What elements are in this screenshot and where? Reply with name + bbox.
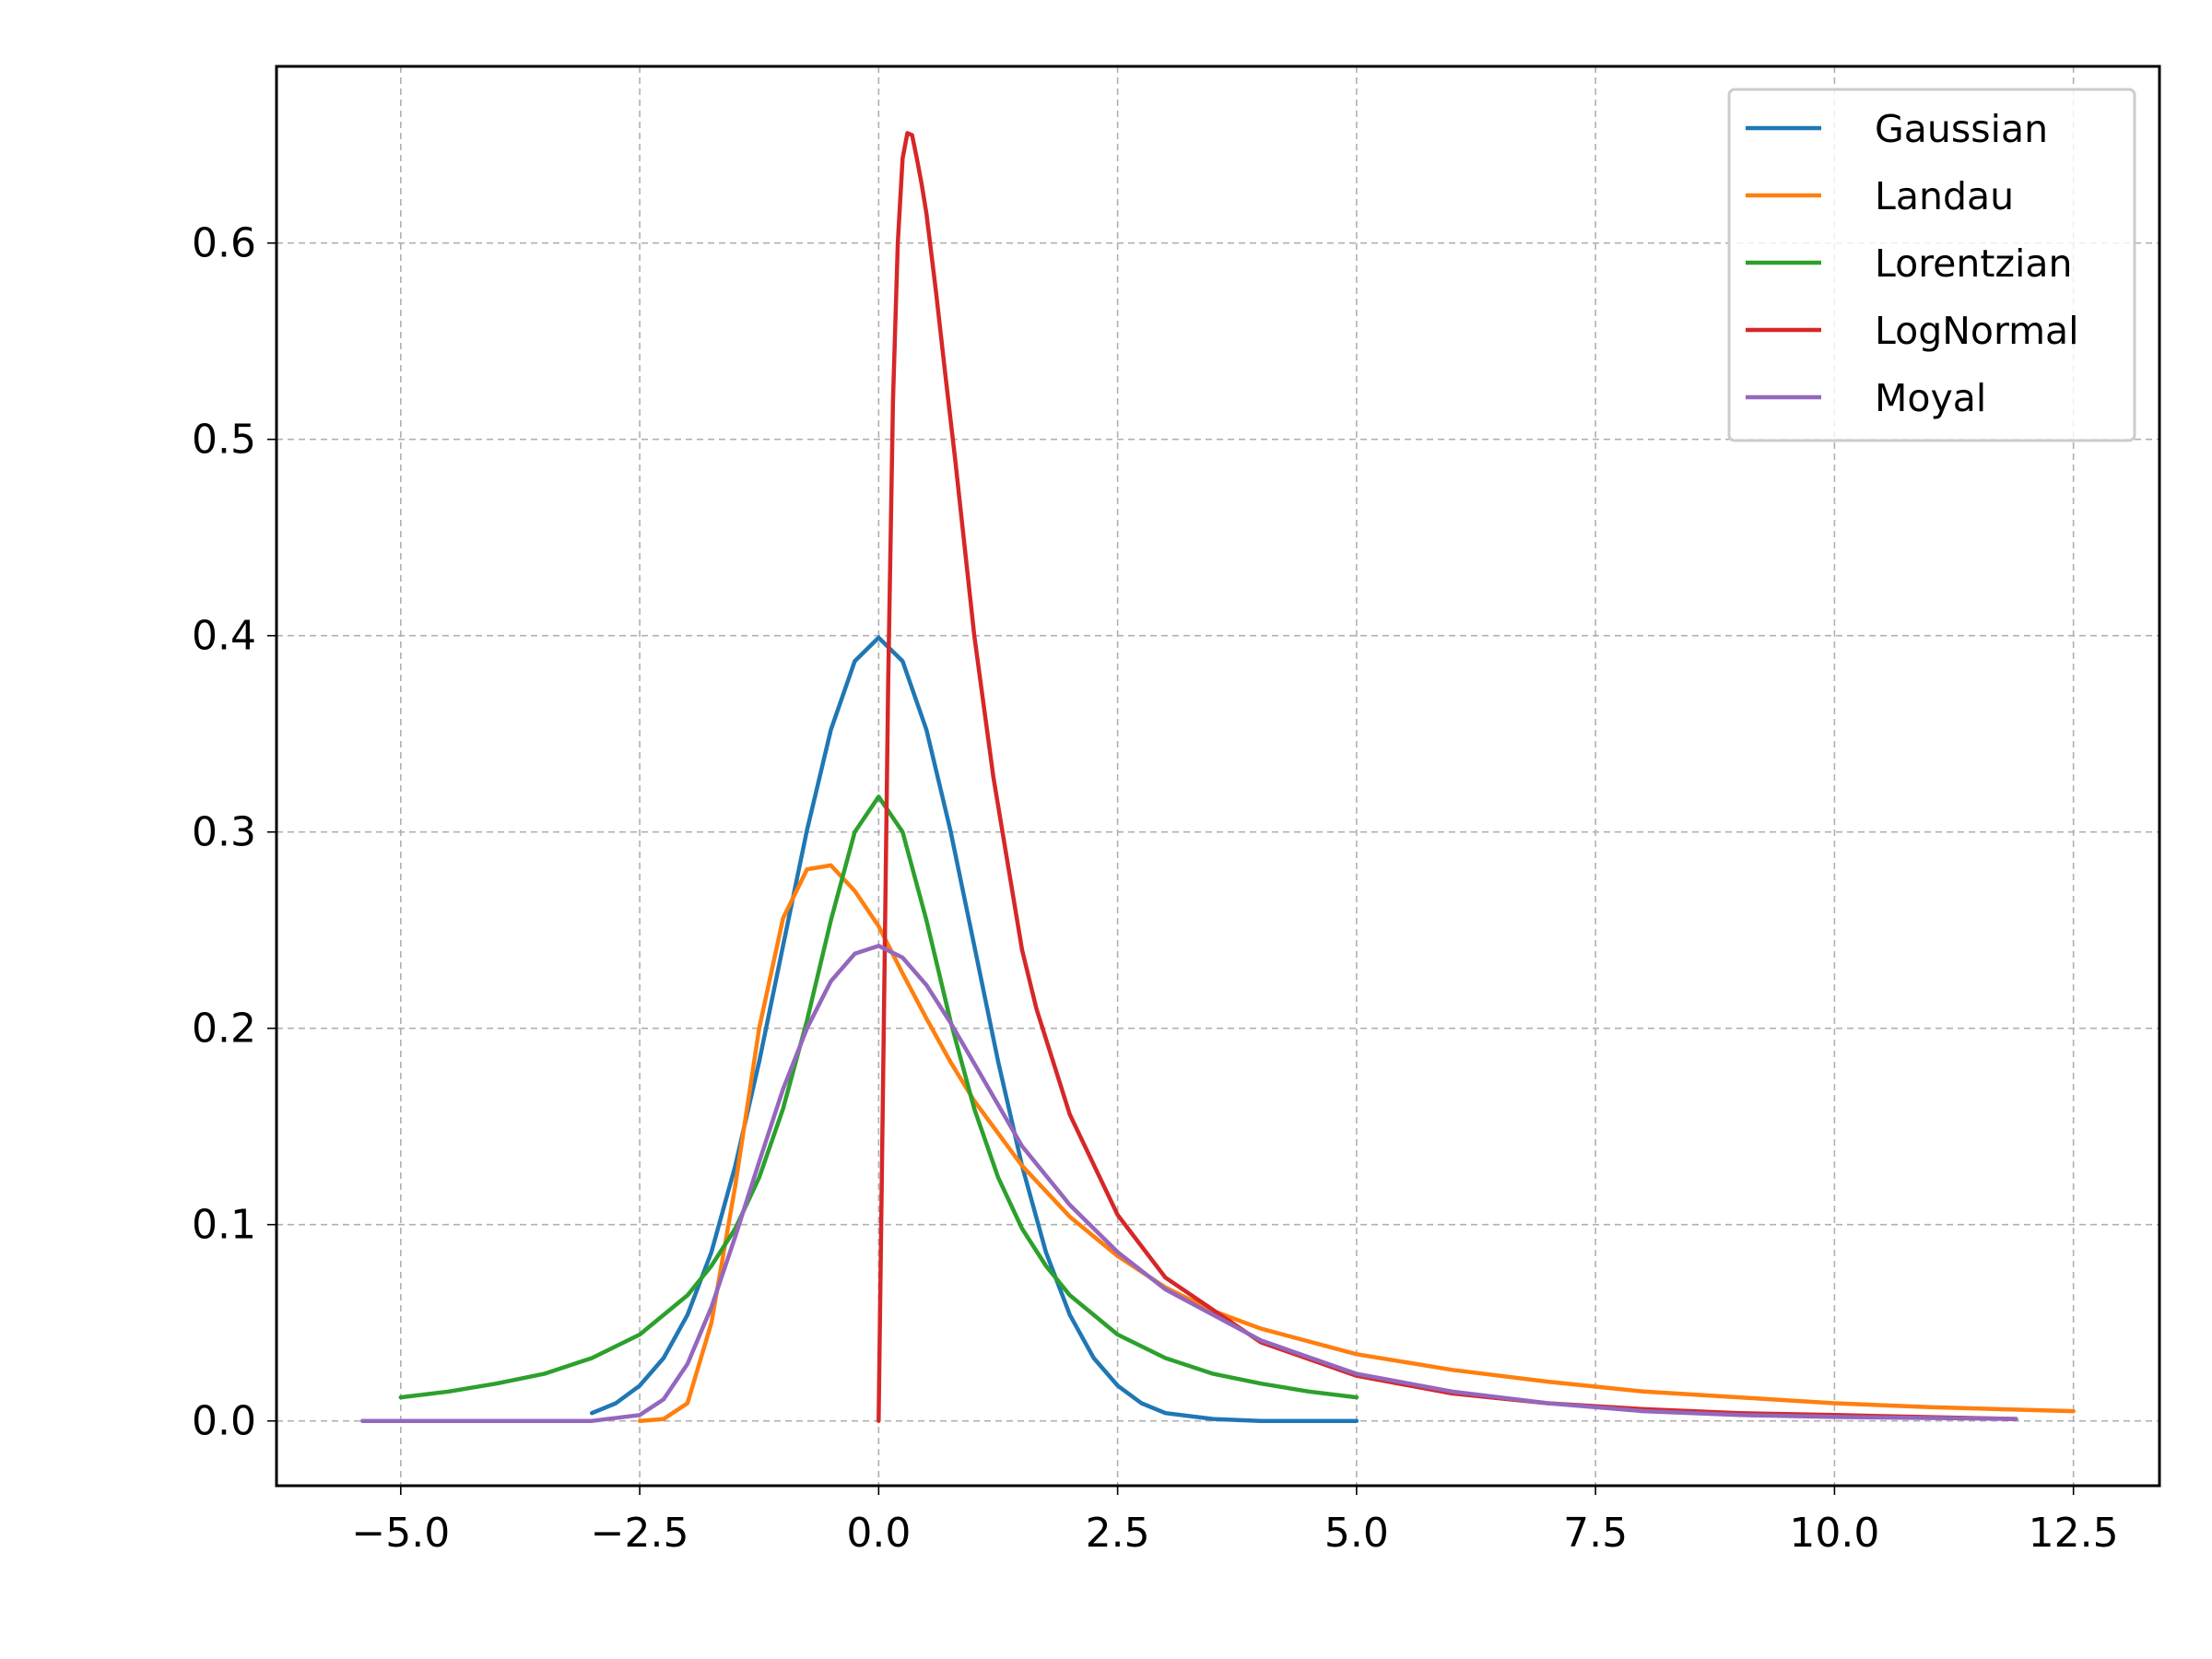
x-tick-label: 7.5 <box>1563 1510 1628 1557</box>
plot-frame <box>275 65 2161 1488</box>
x-tick-label: 12.5 <box>2029 1510 2119 1557</box>
y-tick-label: 0.4 <box>192 613 256 660</box>
series-line-gaussian <box>589 635 1359 1423</box>
y-tick-label: 0.1 <box>192 1202 256 1249</box>
legend-label-gaussian: Gaussian <box>1875 107 2048 151</box>
x-tick-label: 0.0 <box>846 1510 911 1557</box>
legend-label-lorentzian: Lorentzian <box>1875 241 2072 286</box>
y-tick-label: 0.2 <box>192 1006 256 1053</box>
x-tick-label: 2.5 <box>1086 1510 1150 1557</box>
y-tick-label: 0.0 <box>192 1398 256 1445</box>
series-line-moyal <box>360 943 2018 1423</box>
x-tick-label: −5.0 <box>351 1510 450 1557</box>
y-tick-label: 0.3 <box>192 809 256 856</box>
legend-label-landau: Landau <box>1875 174 2014 218</box>
legend-label-moyal: Moyal <box>1875 376 1986 420</box>
legend-box <box>1727 88 2136 442</box>
y-axis-ticks: 0.0 0.1 0.2 0.3 0.4 0.5 0.6 <box>192 220 276 1445</box>
x-axis-ticks: −5.0 −2.5 0.0 2.5 5.0 7.5 10.0 12.5 <box>351 1486 2119 1557</box>
series-line-lorentzian <box>398 794 1359 1400</box>
x-tick-label: 5.0 <box>1324 1510 1389 1557</box>
y-tick-label: 0.6 <box>192 220 256 267</box>
x-tick-label: −2.5 <box>591 1510 689 1557</box>
y-tick-label: 0.5 <box>192 417 256 464</box>
legend: Gaussian Landau Lorentzian LogNormal Moyal <box>1727 88 2136 442</box>
series-lines <box>360 131 2076 1423</box>
x-tick-label: 10.0 <box>1789 1510 1879 1557</box>
legend-label-lognormal: LogNormal <box>1875 309 2079 353</box>
